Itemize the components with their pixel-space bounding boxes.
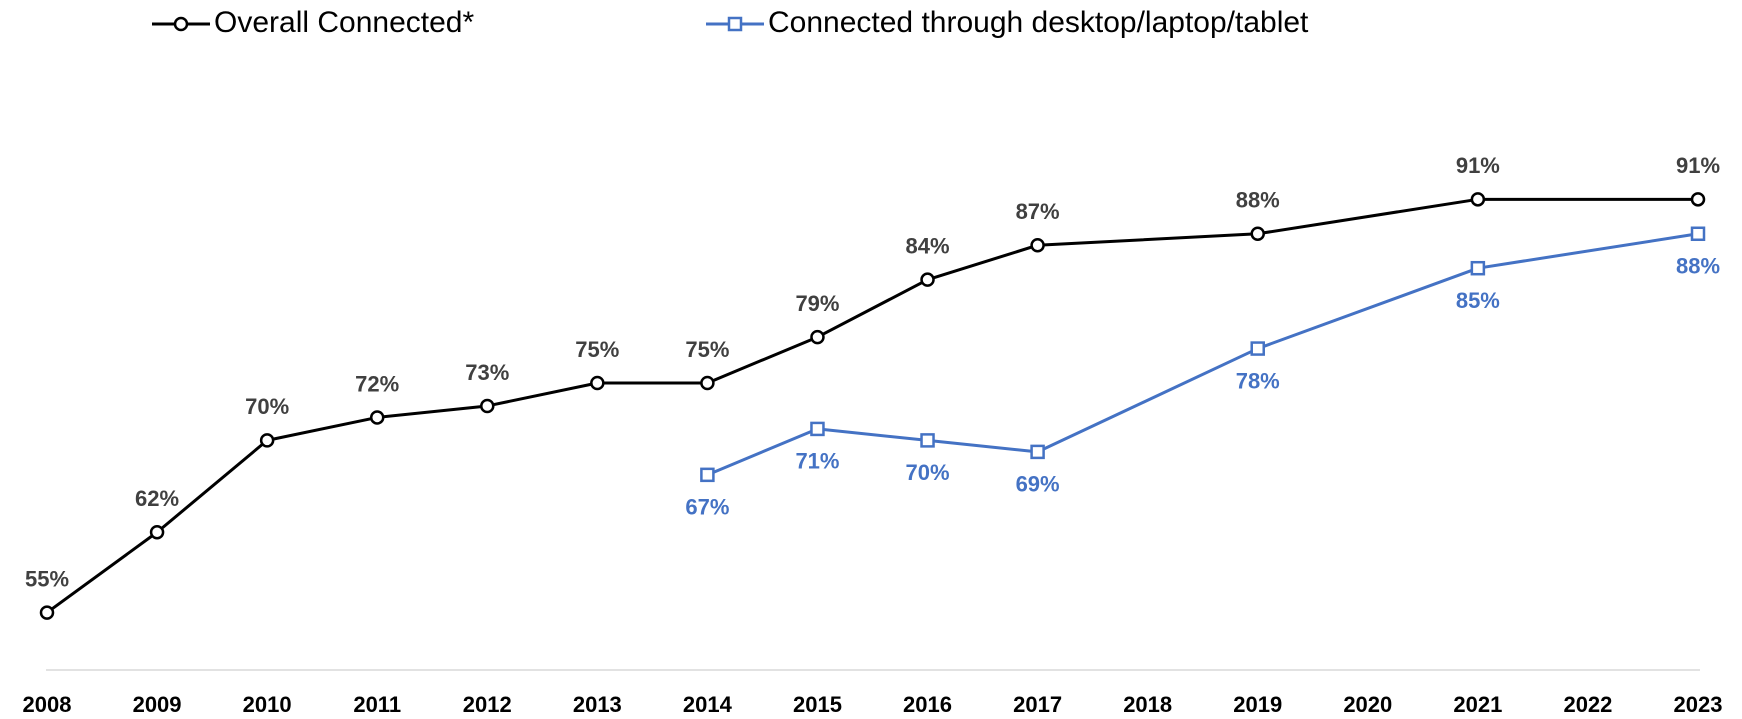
data-label: 69% bbox=[1016, 472, 1060, 497]
legend-item: Connected through desktop/laptop/tablet bbox=[706, 6, 1309, 39]
marker bbox=[1250, 226, 1265, 242]
data-label: 72% bbox=[355, 371, 399, 396]
marker bbox=[369, 410, 385, 425]
data-label: 88% bbox=[1236, 188, 1280, 213]
marker bbox=[1470, 260, 1486, 276]
series-line bbox=[46, 197, 1698, 614]
legend-marker bbox=[173, 16, 189, 32]
x-tick-label: 2019 bbox=[1233, 692, 1282, 717]
marker bbox=[920, 433, 935, 448]
x-tick-label: 2023 bbox=[1674, 692, 1723, 717]
marker bbox=[810, 421, 825, 437]
x-tick-label: 2009 bbox=[133, 692, 182, 717]
marker bbox=[1030, 444, 1045, 460]
data-label: 73% bbox=[465, 360, 509, 385]
data-label: 88% bbox=[1676, 254, 1720, 279]
data-label: 67% bbox=[685, 495, 729, 520]
x-tick-label: 2013 bbox=[573, 692, 622, 717]
data-label: 75% bbox=[575, 337, 619, 362]
series-line bbox=[706, 232, 1699, 477]
marker bbox=[1250, 341, 1265, 356]
marker bbox=[590, 375, 605, 391]
marker bbox=[700, 467, 715, 483]
marker bbox=[480, 398, 495, 414]
marker bbox=[1690, 226, 1706, 242]
data-label: 79% bbox=[795, 291, 839, 316]
x-tick-label: 2008 bbox=[23, 692, 72, 717]
data-label: 91% bbox=[1676, 153, 1720, 178]
data-label: 75% bbox=[685, 337, 729, 362]
x-tick-label: 2010 bbox=[243, 692, 292, 717]
data-label: 87% bbox=[1016, 199, 1060, 224]
x-tick-label: 2011 bbox=[353, 692, 401, 717]
x-tick-label: 2016 bbox=[903, 692, 952, 717]
legend-label: Overall Connected* bbox=[214, 6, 474, 39]
marker bbox=[149, 524, 165, 540]
x-tick-label: 2018 bbox=[1123, 692, 1172, 717]
legend-item: Overall Connected* bbox=[152, 6, 474, 39]
x-tick-label: 2017 bbox=[1013, 692, 1062, 717]
data-label: 91% bbox=[1456, 153, 1500, 178]
x-tick-label: 2014 bbox=[683, 692, 733, 717]
data-label: 70% bbox=[245, 394, 289, 419]
marker bbox=[810, 329, 825, 345]
legend-marker bbox=[727, 16, 743, 32]
x-tick-label: 2020 bbox=[1343, 692, 1392, 717]
marker bbox=[700, 375, 715, 391]
data-label: 62% bbox=[135, 486, 179, 511]
marker bbox=[1690, 192, 1706, 207]
data-label: 70% bbox=[906, 460, 950, 485]
marker bbox=[39, 605, 55, 620]
x-tick-label: 2015 bbox=[793, 692, 842, 717]
marker bbox=[920, 272, 935, 287]
data-label: 71% bbox=[795, 449, 839, 474]
marker bbox=[259, 433, 275, 448]
marker bbox=[1470, 192, 1486, 207]
x-tick-label: 2022 bbox=[1563, 692, 1612, 717]
x-tick-label: 2021 bbox=[1453, 692, 1502, 717]
data-label: 84% bbox=[906, 233, 950, 258]
data-label: 55% bbox=[25, 566, 69, 591]
x-tick-label: 2012 bbox=[463, 692, 512, 717]
data-label: 78% bbox=[1236, 368, 1280, 393]
legend-label: Connected through desktop/laptop/tablet bbox=[768, 6, 1309, 39]
marker bbox=[1030, 237, 1045, 253]
data-label: 85% bbox=[1456, 288, 1500, 313]
